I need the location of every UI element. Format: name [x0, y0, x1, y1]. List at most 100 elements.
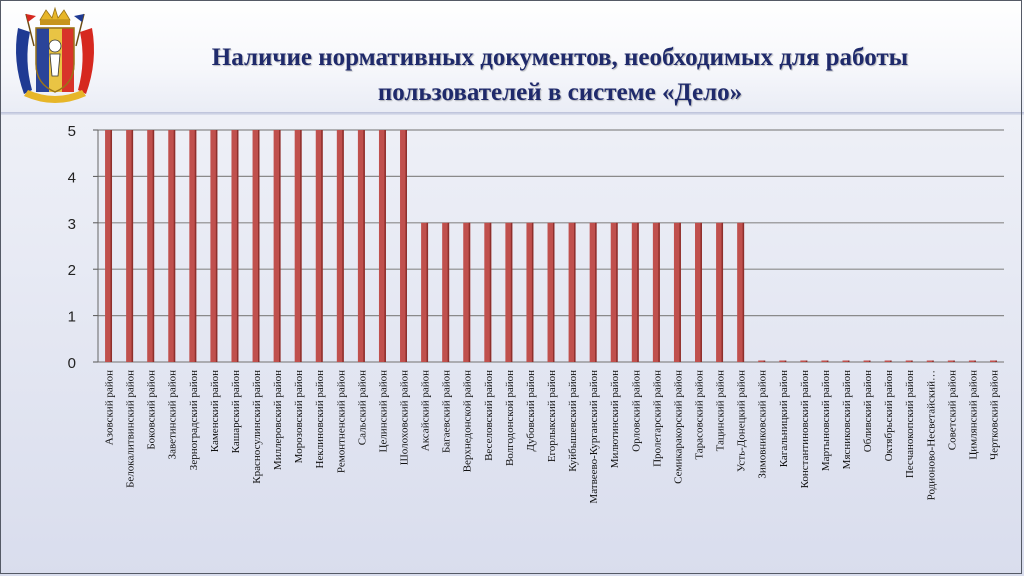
bar-shade [679, 222, 681, 362]
bar [252, 130, 260, 362]
bar-shade [932, 360, 934, 362]
x-tick-label: Кагальницкий район [778, 370, 790, 467]
bar [273, 130, 281, 362]
rostov-oblast-coat-of-arms-icon [16, 6, 94, 103]
bar-shade [426, 222, 429, 362]
x-tick-label: Азовский район [104, 370, 116, 445]
x-tick-label: Шолоховский район [399, 370, 411, 465]
x-tick-label: Матвеево-Курганский район [588, 370, 600, 504]
bar [589, 222, 597, 362]
bar [800, 360, 808, 362]
x-tick-label: Милютинский район [609, 370, 621, 468]
x-tick-label: Кашарский район [230, 370, 242, 453]
x-tick-label: Пролетарский район [651, 370, 663, 467]
x-tick-label: Родионово-Несветайский… [925, 370, 937, 500]
bar [400, 130, 407, 362]
bar [926, 360, 934, 362]
bar-shade [321, 130, 323, 362]
bar-shade [131, 130, 134, 362]
bar-shade [616, 222, 618, 362]
bar-shade [953, 360, 955, 362]
bar-shade [826, 360, 829, 362]
bar-shade [152, 130, 155, 362]
bar [505, 222, 513, 362]
bar [905, 360, 913, 362]
x-tick-label: Мясниковский район [841, 370, 853, 469]
x-tick-label: Ремонтненский район [335, 370, 347, 473]
bar-shade [110, 130, 113, 362]
x-tick-label: Песчанокопский район [904, 370, 916, 478]
x-tick-label: Боковский район [146, 370, 158, 450]
bar-shade [300, 130, 302, 362]
bar-shade [890, 360, 892, 362]
bar-shade [847, 360, 850, 362]
bar-shade [552, 222, 555, 362]
bar [716, 222, 724, 362]
bar [968, 360, 976, 362]
x-tick-label: Неклиновский район [314, 370, 326, 469]
x-tick-label: Зерноградский район [188, 370, 200, 470]
bar-shade [742, 222, 745, 362]
page-title: Наличие нормативных документов, необходи… [110, 40, 1010, 110]
bar [568, 222, 576, 362]
bar-shade [574, 222, 576, 362]
x-tick-label: Егорлыкский район [546, 370, 558, 462]
x-tick-label: Советский район [946, 370, 958, 450]
y-tick-label: 3 [68, 216, 76, 233]
bar-shade [194, 130, 197, 362]
y-tick-label: 5 [68, 123, 76, 140]
bar [484, 222, 492, 362]
bar [610, 222, 618, 362]
bar [758, 360, 766, 362]
bar [526, 222, 534, 362]
bar-shade [510, 222, 513, 362]
bar [695, 222, 702, 362]
bar [652, 222, 660, 362]
bar [231, 130, 239, 362]
title-line-2: пользователей в системе «Дело» [377, 79, 743, 106]
bar-shade [974, 360, 976, 362]
bar-shade [363, 130, 365, 362]
bar-shade [995, 360, 997, 362]
bar [673, 222, 681, 362]
bar-shade [658, 222, 660, 362]
x-tick-label: Константиновский район [799, 370, 811, 488]
bar [147, 130, 155, 362]
x-tick-label: Веселовский район [483, 370, 495, 461]
bar-shade [595, 222, 597, 362]
bar [210, 130, 218, 362]
bar-shade [384, 130, 386, 362]
bar-shade [257, 130, 260, 362]
bar [189, 130, 197, 362]
bar [315, 130, 323, 362]
bar [421, 222, 429, 362]
x-tick-label: Тарасовский район [693, 370, 705, 460]
bar-shade [489, 222, 492, 362]
bar-shade [637, 222, 639, 362]
bar-shade [279, 130, 281, 362]
header-divider [0, 112, 1024, 115]
bar-shade [805, 360, 808, 362]
x-tick-label: Багаевский район [441, 370, 453, 453]
x-tick-label: Красносулинский район [251, 370, 263, 484]
x-tick-label: Морозовский район [293, 370, 305, 463]
x-tick-label: Целинский район [377, 370, 389, 453]
bar [631, 222, 639, 362]
bar [884, 360, 892, 362]
bar-shade [869, 360, 871, 362]
x-tick-label: Куйбышевский район [567, 370, 579, 472]
x-tick-label: Каменский район [209, 370, 221, 452]
bar-shade [405, 130, 407, 362]
x-tick-label: Волгодонской район [504, 370, 516, 466]
bar-shade [721, 222, 724, 362]
bar [779, 360, 787, 362]
bar [126, 130, 134, 362]
bar-shade [468, 222, 471, 362]
x-tick-label: Цимлянский район [967, 370, 979, 460]
y-tick-label: 2 [68, 262, 76, 279]
x-tick-label: Аксайский район [420, 370, 432, 451]
bar [463, 222, 471, 362]
bar [357, 130, 365, 362]
y-tick-label: 0 [68, 355, 76, 372]
